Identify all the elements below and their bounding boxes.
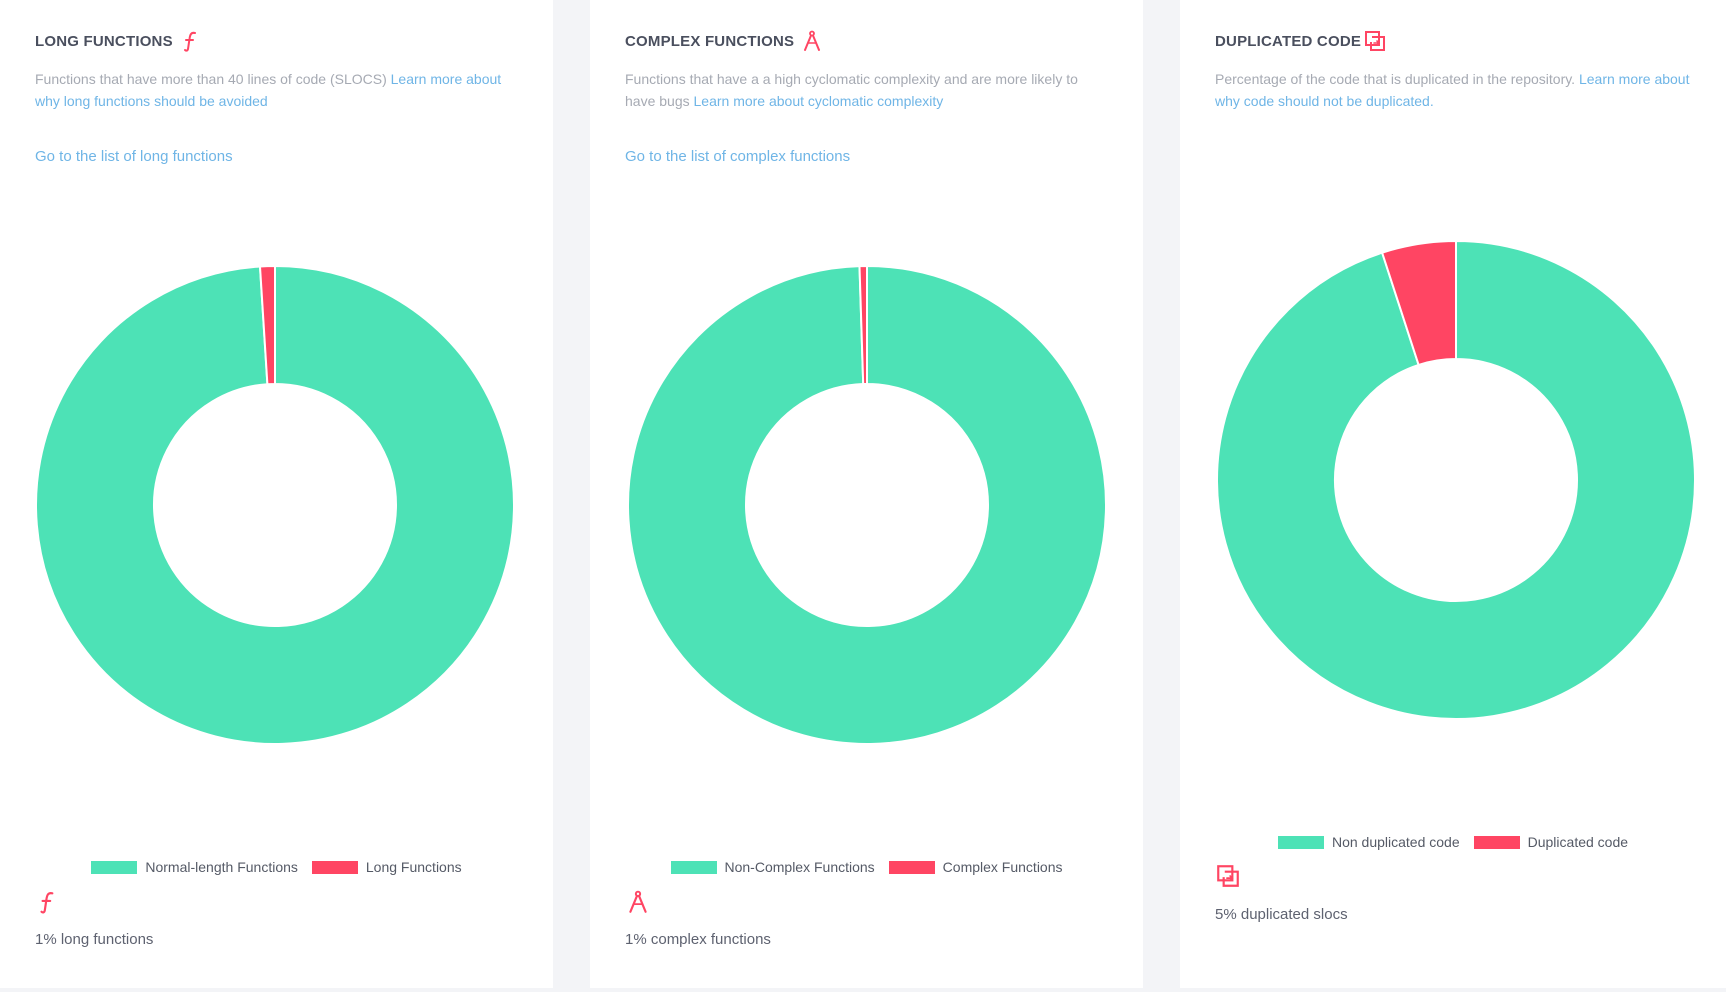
card-title: COMPLEX FUNCTIONS [625,32,795,50]
donut-slice-non-duplicated-code[interactable] [1216,240,1696,720]
long-functions-donut [35,265,515,745]
duplicated-code-card: DUPLICATED CODE Percentage of the code t… [1180,0,1726,988]
legend-label: Normal-length Functions [145,859,298,875]
chart-legend: Non-Complex Functions Complex Functions [590,859,1143,875]
legend-item-duplicated[interactable]: Duplicated code [1473,834,1629,850]
donut-slice-duplicated-code[interactable] [1380,240,1457,367]
legend-item-non-duplicated[interactable]: Non duplicated code [1277,834,1460,850]
learn-more-link[interactable]: Learn more about why long functions shou… [35,71,502,109]
summary-text: 1% long functions [35,931,154,948]
legend-swatch [91,860,138,874]
compass-icon [629,890,647,913]
legend-item-normal-length[interactable]: Normal-length Functions [91,859,298,875]
legend-label: Long Functions [365,859,462,875]
legend-label: Duplicated code [1527,834,1629,850]
legend-swatch [311,860,358,874]
long-functions-list-link[interactable]: Go to the list of long functions [35,148,233,165]
summary-text: 1% complex functions [625,931,771,948]
donut-slice-complex-functions[interactable] [858,265,868,386]
complex-functions-list-link[interactable]: Go to the list of complex functions [625,148,851,165]
card-title: LONG FUNCTIONS [35,32,173,50]
function-icon [183,31,196,52]
donut-slice-long-functions[interactable] [258,265,276,386]
chart-legend: Normal-length Functions Long Functions [0,859,553,875]
learn-more-link[interactable]: Learn more about cyclomatic complexity [693,93,944,109]
card-description: Percentage of the code that is duplicate… [1215,68,1695,112]
legend-swatch [1473,835,1520,849]
long-functions-card: LONG FUNCTIONS Functions that have more … [0,0,553,988]
summary-text: 5% duplicated slocs [1215,906,1348,923]
donut-slice-non-complex-functions[interactable] [627,265,1107,745]
legend-label: Complex Functions [942,859,1063,875]
card-description: Functions that have more than 40 lines o… [35,68,515,112]
card-description: Functions that have a a high cyclomatic … [625,68,1105,112]
legend-label: Non-Complex Functions [724,859,875,875]
legend-label: Non duplicated code [1331,834,1460,850]
legend-swatch [888,860,935,874]
duplicate-icon [1217,865,1239,887]
duplicate-icon [1365,31,1386,51]
learn-more-link[interactable]: Learn more about why code should not be … [1215,71,1690,109]
description-text: Functions that have more than 40 lines o… [35,71,387,87]
complex-functions-card: COMPLEX FUNCTIONS Functions that have a … [590,0,1143,988]
description-text: Functions that have a a high cyclomatic … [625,71,1078,109]
complex-functions-donut [627,265,1107,745]
card-title: DUPLICATED CODE [1215,32,1362,50]
description-text: Percentage of the code that is duplicate… [1215,71,1576,87]
duplicated-code-donut [1216,240,1696,720]
chart-legend: Non duplicated code Duplicated code [1180,834,1726,850]
legend-item-non-complex[interactable]: Non-Complex Functions [670,859,875,875]
legend-item-complex[interactable]: Complex Functions [888,859,1063,875]
legend-item-long[interactable]: Long Functions [311,859,462,875]
function-icon [40,892,54,914]
legend-swatch [1277,835,1324,849]
compass-icon [804,30,821,51]
legend-swatch [670,860,717,874]
donut-slice-normal-length-functions[interactable] [35,265,515,745]
